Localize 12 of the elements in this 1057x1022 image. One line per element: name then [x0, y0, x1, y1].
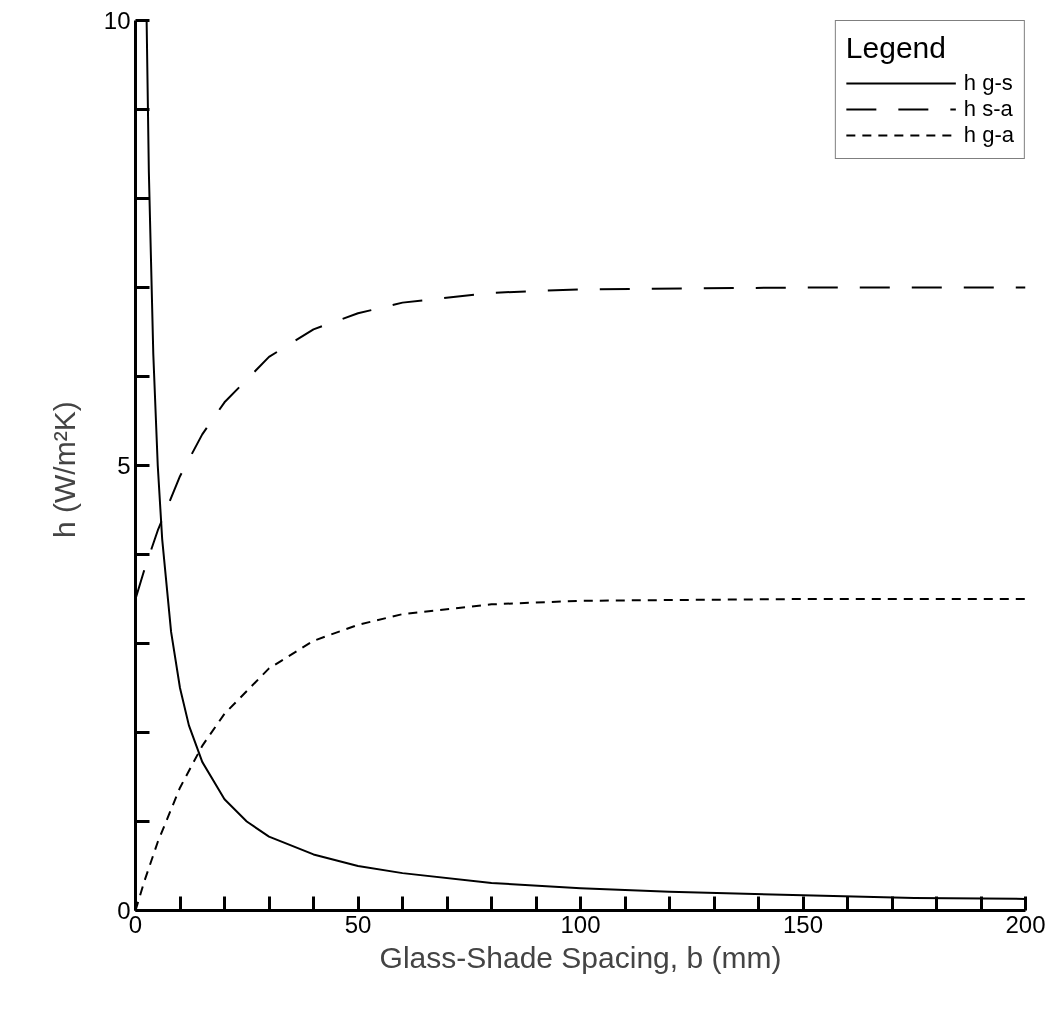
legend-label: h g-s: [963, 70, 1013, 96]
x-tick-label: 150: [782, 910, 824, 938]
y-tick-label: 10: [103, 7, 131, 34]
x-tick-label: 200: [1005, 910, 1046, 938]
legend-label: h s-a: [963, 96, 1013, 122]
legend-label: h g-a: [963, 122, 1014, 148]
y-tick-label: 5: [117, 452, 131, 479]
legend-title: Legend: [845, 31, 947, 65]
x-tick-label: 50: [344, 910, 372, 938]
y-axis-title: h (W/m²K): [47, 401, 81, 538]
x-tick-label: 100: [560, 910, 601, 938]
x-axis-title: Glass-Shade Spacing, b (mm): [379, 940, 782, 974]
